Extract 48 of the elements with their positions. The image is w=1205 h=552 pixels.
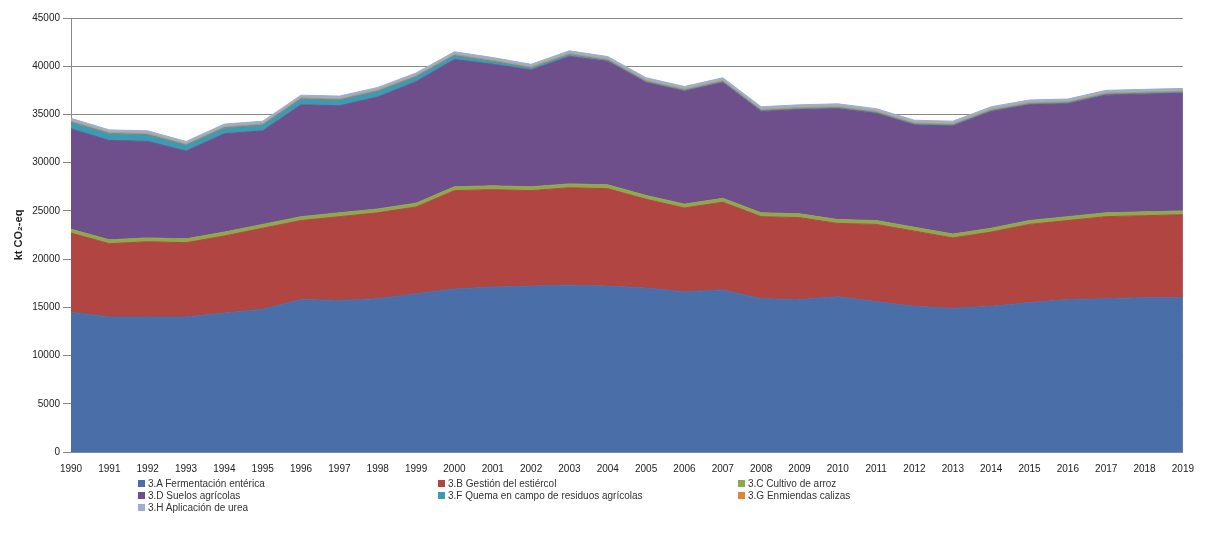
y-tick-label: 35000 (32, 108, 61, 120)
legend-label: 3.F Quema en campo de residuos agrícolas (448, 490, 643, 501)
x-tick-label: 1991 (98, 462, 121, 474)
x-tick-label: 2001 (481, 462, 505, 474)
y-tick-label: 5000 (37, 397, 61, 409)
y-tick-label: 45000 (32, 11, 61, 23)
x-tick-label: 2006 (673, 462, 697, 474)
y-tick-label: 10000 (32, 349, 61, 361)
legend-label: 3.H Aplicación de urea (148, 502, 249, 513)
y-tick-label: 15000 (32, 301, 61, 313)
legend-label: 3.G Enmiendas calizas (748, 490, 851, 501)
x-tick-label: 2015 (1018, 462, 1042, 474)
legend-label: 3.C Cultivo de arroz (748, 478, 837, 489)
y-axis-title: kt CO₂-eq (11, 209, 24, 261)
x-tick-label: 2004 (596, 462, 620, 474)
x-tick-label: 1999 (404, 462, 428, 474)
x-tick-label: 2011 (865, 462, 888, 474)
x-tick-label: 1998 (366, 462, 390, 474)
x-tick-label: 1993 (174, 462, 198, 474)
x-tick-label: 1990 (59, 462, 83, 474)
y-tick-label: 40000 (32, 59, 61, 71)
x-tick-label: 1992 (136, 462, 160, 474)
x-tick-label: 2008 (750, 462, 773, 474)
legend-label: 3.A Fermentación entérica (148, 478, 265, 489)
x-tick-label: 2012 (903, 462, 927, 474)
x-tick-label: 2013 (941, 462, 965, 474)
x-tick-label: 1994 (213, 462, 236, 474)
x-tick-label: 2000 (443, 462, 466, 474)
x-tick-label: 2014 (980, 462, 1003, 474)
legend-label: 3.B Gestión del estiércol (448, 478, 557, 489)
y-tick-label: 30000 (32, 156, 61, 168)
y-tick-label: 20000 (32, 252, 61, 264)
x-tick-label: 2016 (1056, 462, 1080, 474)
x-tick-label: 1995 (251, 462, 275, 474)
x-tick-label: 2007 (711, 462, 735, 474)
x-tick-label: 2003 (558, 462, 581, 474)
x-tick-label: 2018 (1133, 462, 1157, 474)
y-tick-label: 0 (54, 445, 61, 457)
x-tick-label: 2002 (519, 462, 543, 474)
y-tick-label: 25000 (32, 204, 61, 216)
x-tick-label: 2005 (634, 462, 658, 474)
x-tick-label: 2010 (826, 462, 850, 474)
legend-label: 3.D Suelos agrícolas (148, 490, 241, 501)
x-tick-label: 2019 (1171, 462, 1195, 474)
x-tick-label: 1996 (289, 462, 313, 474)
x-tick-label: 2009 (788, 462, 812, 474)
x-tick-label: 2017 (1095, 462, 1118, 474)
x-tick-label: 1997 (328, 462, 351, 474)
